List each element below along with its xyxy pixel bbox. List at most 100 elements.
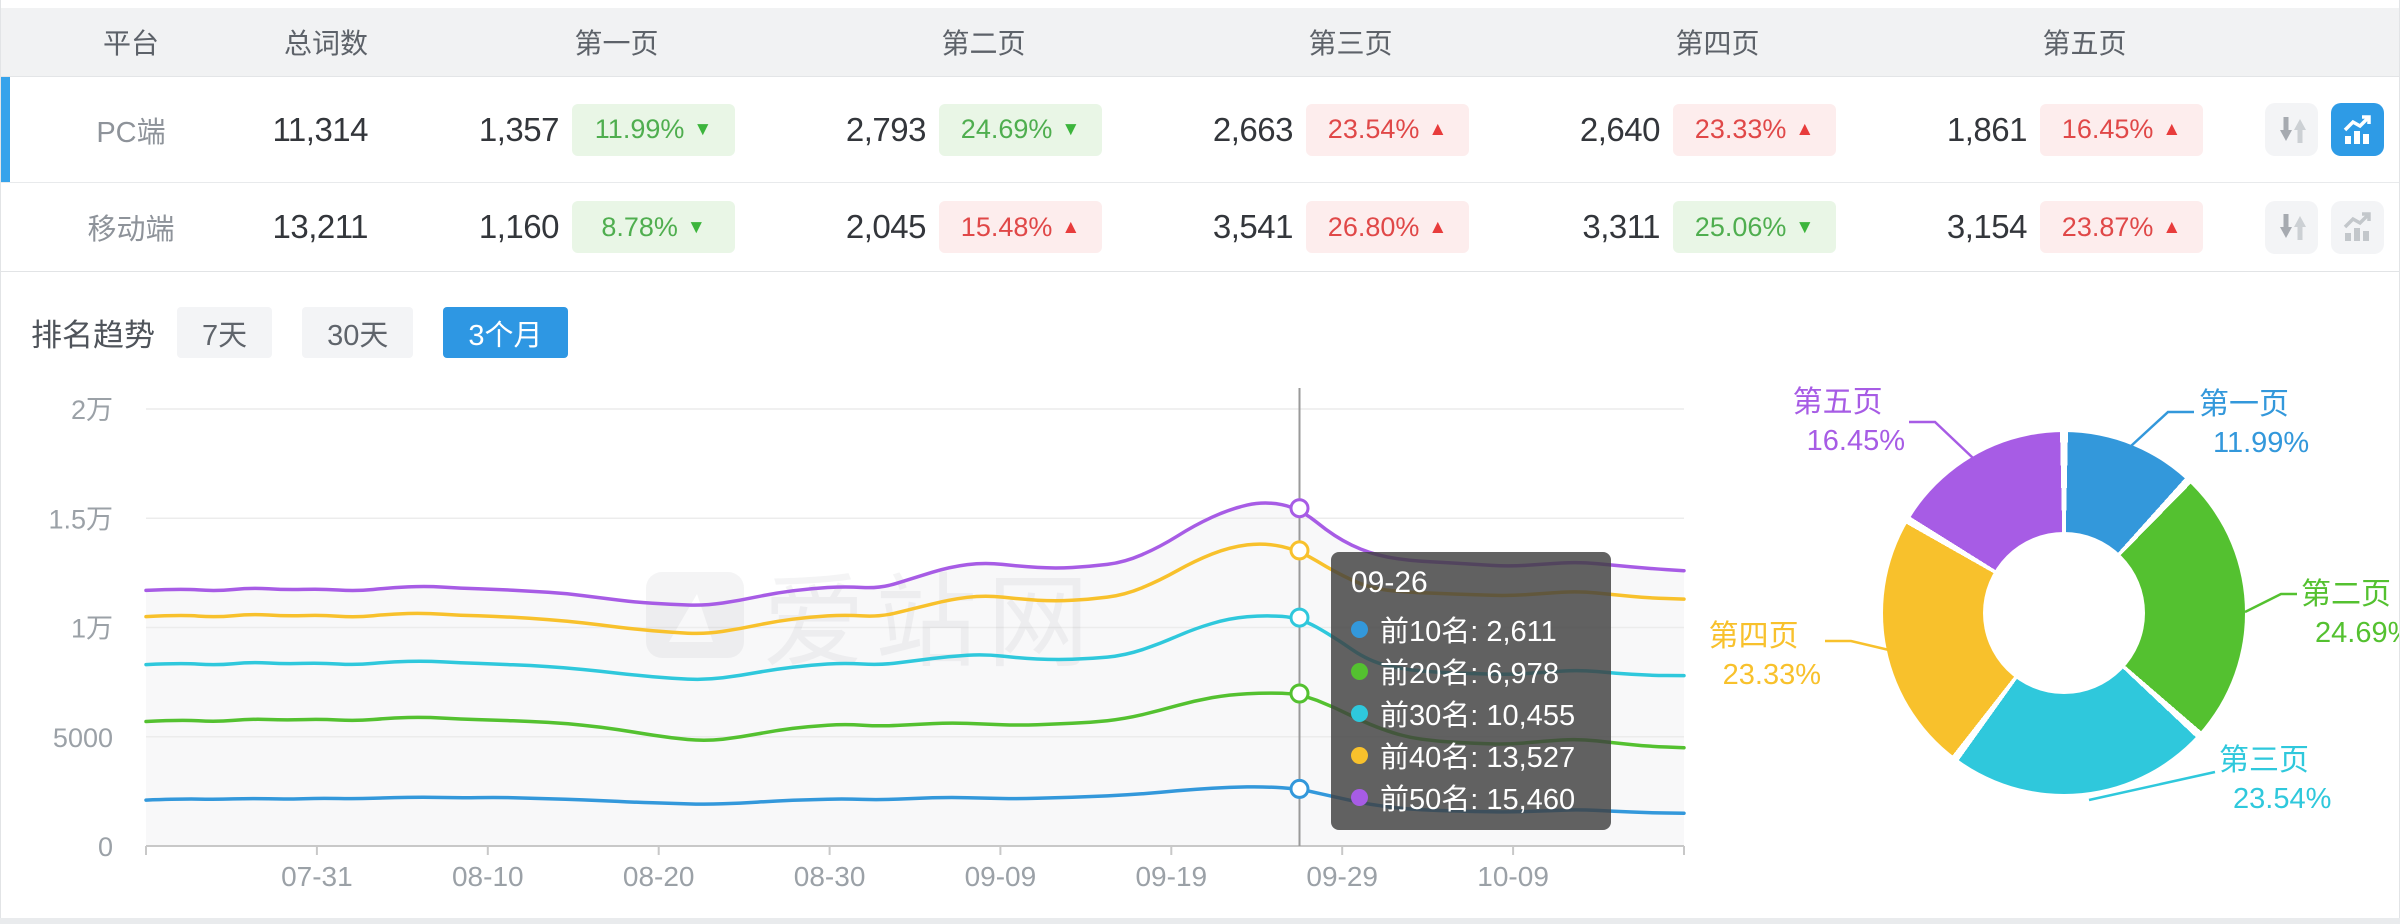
svg-text:09-29: 09-29	[1306, 861, 1378, 892]
donut-label-pct: 16.45%	[1806, 425, 1905, 457]
time-range-tabs: 7天 30天 3个月	[177, 307, 568, 358]
page-4-cell: 2,640 23.33% ▲	[1469, 103, 1836, 156]
page-count: 1,357	[478, 110, 560, 148]
trend-chart-icon	[2343, 212, 2371, 241]
sort-arrows-icon	[2279, 116, 2306, 143]
tooltip-text: 前50名: 15,460	[1380, 784, 1576, 816]
trend-section-title: 排名趋势	[31, 318, 155, 353]
down-triangle-icon: ▼	[1795, 216, 1815, 238]
page-1-cell: 1,357 11.99% ▼	[368, 103, 735, 156]
donut-label-pct: 23.54%	[2233, 783, 2332, 815]
donut-leader-lines	[1825, 410, 2297, 802]
table-row-pc[interactable]: PC端 11,314 1,357 11.99% ▼ 2,793 24.69% ▼…	[1, 77, 2399, 183]
tooltip-text: 前40名: 13,527	[1380, 742, 1576, 774]
page-5-cell: 3,154 23.87% ▲	[1836, 201, 2203, 253]
trend-toolbar: 排名趋势 7天 30天 3个月	[1, 272, 2399, 379]
page-count: 2,045	[845, 208, 927, 245]
up-triangle-icon: ▲	[2162, 216, 2182, 238]
row-actions	[2203, 103, 2399, 156]
sort-arrows-icon	[2279, 214, 2306, 240]
platform-name: 移动端	[87, 214, 175, 246]
change-badge: 16.45% ▲	[2040, 103, 2203, 156]
sort-button[interactable]	[2265, 103, 2318, 156]
page-count: 2,663	[1212, 110, 1294, 148]
up-triangle-icon: ▲	[1795, 119, 1815, 140]
donut-label: 第二页 24.69%	[2301, 576, 2399, 652]
page-2-cell: 2,045 15.48% ▲	[735, 201, 1102, 253]
svg-text:爱站网: 爱站网	[763, 566, 1099, 680]
donut-label-name: 第三页	[2219, 744, 2309, 777]
change-badge: 23.54% ▲	[1306, 103, 1469, 156]
tooltip-row: 前50名: 15,460	[1351, 776, 1587, 818]
col-page-4: 第四页	[1675, 28, 1760, 59]
change-badge: 25.06% ▼	[1673, 201, 1836, 253]
page-4-cell: 3,311 25.06% ▼	[1469, 201, 1836, 253]
donut-chart	[1883, 432, 2245, 794]
table-row-mobile[interactable]: 移动端 13,211 1,160 8.78% ▼ 2,045 15.48% ▲ …	[1, 183, 2399, 272]
watermark: 爱站网	[646, 566, 1099, 680]
col-platform: 平台	[102, 28, 159, 59]
page-count: 2,640	[1579, 110, 1661, 148]
platform-name: PC端	[96, 116, 166, 149]
donut-label-pct: 11.99%	[2213, 427, 2310, 459]
svg-text:09-19: 09-19	[1135, 861, 1207, 892]
svg-text:08-10: 08-10	[452, 861, 524, 892]
svg-text:0: 0	[98, 832, 113, 862]
change-badge: 23.33% ▲	[1673, 103, 1836, 156]
row-actions	[2203, 200, 2399, 254]
trend-chart-icon	[2343, 114, 2371, 144]
donut-label-name: 第四页	[1708, 620, 1799, 653]
down-triangle-icon: ▼	[686, 216, 706, 238]
tooltip-row: 前10名: 2,611	[1351, 608, 1587, 650]
sort-button[interactable]	[2265, 200, 2318, 254]
svg-text:08-20: 08-20	[623, 861, 695, 892]
svg-text:2万: 2万	[71, 395, 113, 425]
change-badge: 23.87% ▲	[2040, 201, 2203, 253]
tooltip-text: 前10名: 2,611	[1380, 616, 1557, 648]
tooltip-text: 前30名: 10,455	[1380, 700, 1576, 732]
col-page-5: 第五页	[2042, 28, 2127, 59]
svg-text:08-30: 08-30	[794, 861, 866, 892]
donut-label: 第五页 16.45%	[1793, 384, 1905, 460]
svg-text:09-09: 09-09	[965, 861, 1037, 892]
svg-text:07-31: 07-31	[281, 861, 353, 892]
series-dot-icon	[1351, 620, 1368, 638]
page-1-cell: 1,160 8.78% ▼	[368, 201, 735, 253]
svg-text:10-09: 10-09	[1477, 861, 1549, 892]
col-page-1: 第一页	[574, 28, 659, 59]
tooltip-date: 09-26	[1351, 566, 1428, 599]
change-badge: 24.69% ▼	[939, 103, 1102, 156]
page-count: 3,311	[1582, 208, 1660, 245]
series-dot-icon	[1351, 746, 1368, 764]
page-count: 1,160	[478, 208, 560, 245]
tab-30-days[interactable]: 30天	[302, 307, 414, 358]
tooltip-row: 前40名: 13,527	[1351, 734, 1587, 776]
up-triangle-icon: ▲	[2162, 119, 2182, 140]
page-count: 3,154	[1946, 208, 2028, 245]
col-page-3: 第三页	[1308, 28, 1393, 59]
change-badge: 15.48% ▲	[939, 201, 1102, 253]
up-triangle-icon: ▲	[1061, 216, 1081, 238]
up-triangle-icon: ▲	[1428, 119, 1448, 140]
donut-label: 第三页 23.54%	[2219, 742, 2331, 818]
tooltip-row: 前20名: 6,978	[1351, 650, 1587, 692]
tooltip-row: 前30名: 10,455	[1351, 692, 1587, 734]
page-count: 1,861	[1946, 110, 2028, 148]
series-dot-icon	[1351, 662, 1368, 680]
change-badge: 11.99% ▼	[572, 103, 735, 156]
donut-label-pct: 24.69%	[2315, 617, 2399, 649]
table-header: 平台 总词数 第一页 第二页 第三页 第四页 第五页	[1, 8, 2399, 77]
change-badge: 8.78% ▼	[572, 201, 735, 253]
down-triangle-icon: ▼	[1061, 119, 1081, 140]
svg-text:1.5万: 1.5万	[48, 504, 113, 534]
tab-3-months[interactable]: 3个月	[443, 307, 568, 358]
donut-label-name: 第一页	[2199, 388, 2289, 421]
chart-toggle-button[interactable]	[2331, 103, 2384, 156]
series-dot-icon	[1351, 704, 1368, 722]
chart-toggle-button[interactable]	[2331, 200, 2384, 254]
tab-7-days[interactable]: 7天	[177, 307, 273, 358]
svg-text:5000: 5000	[53, 723, 113, 753]
page-5-cell: 1,861 16.45% ▲	[1836, 103, 2203, 156]
donut-label: 第一页 11.99%	[2199, 386, 2309, 462]
